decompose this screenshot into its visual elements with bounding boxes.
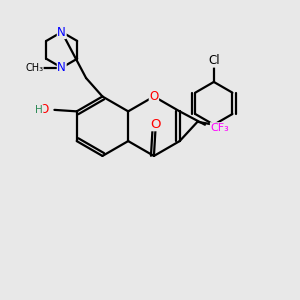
Text: O: O	[150, 118, 161, 130]
Text: N: N	[57, 26, 66, 38]
Text: O: O	[149, 90, 158, 103]
Text: CF₃: CF₃	[210, 123, 229, 133]
Text: N: N	[57, 61, 66, 74]
Text: CH₃: CH₃	[25, 63, 43, 73]
Text: O: O	[40, 103, 49, 116]
Text: H: H	[35, 105, 43, 115]
Text: Cl: Cl	[208, 54, 220, 67]
